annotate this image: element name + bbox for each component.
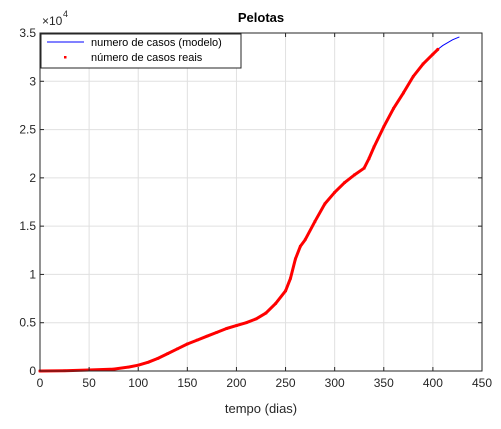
data-point-real bbox=[146, 361, 150, 364]
data-point-real bbox=[205, 334, 209, 338]
data-point-real bbox=[166, 352, 169, 355]
y-tick-label: 2 bbox=[29, 171, 36, 185]
data-point-real bbox=[323, 202, 327, 206]
data-point-real bbox=[225, 327, 228, 330]
data-point-real bbox=[298, 245, 302, 248]
legend-label-model: numero de casos (modelo) bbox=[91, 37, 222, 49]
data-point-real bbox=[176, 347, 179, 351]
data-point-real bbox=[195, 338, 199, 342]
data-point-real bbox=[431, 52, 435, 56]
legend: numero de casos (modelo) número de casos… bbox=[40, 33, 242, 69]
data-point-real bbox=[343, 181, 346, 184]
x-axis-label: tempo (dias) bbox=[225, 401, 297, 416]
x-tick-label: 100 bbox=[128, 376, 148, 390]
x-tick-label: 450 bbox=[472, 376, 492, 390]
data-point-real bbox=[362, 166, 366, 170]
data-point-real bbox=[215, 331, 219, 334]
data-point-real bbox=[421, 62, 425, 66]
grid-lines bbox=[40, 33, 482, 371]
data-point-real bbox=[235, 324, 238, 327]
y-tick-label: 1.5 bbox=[19, 219, 36, 233]
y-tick-label: 3 bbox=[29, 74, 36, 88]
series-layer bbox=[38, 36, 460, 373]
x-tick-label: 400 bbox=[423, 376, 443, 390]
data-point-real bbox=[156, 357, 160, 360]
data-point-real bbox=[382, 125, 386, 128]
data-point-real bbox=[411, 75, 415, 78]
plot-area bbox=[40, 33, 482, 371]
data-point-real bbox=[333, 191, 336, 194]
x-tick-label: 50 bbox=[82, 376, 96, 390]
legend-marker-sample bbox=[64, 56, 67, 59]
x-tick-label: 0 bbox=[37, 376, 44, 390]
data-point-real bbox=[112, 367, 115, 371]
data-point-real bbox=[372, 145, 376, 149]
data-point-real bbox=[254, 317, 258, 321]
data-point-real bbox=[186, 342, 189, 346]
data-point-real bbox=[294, 257, 297, 261]
data-point-real bbox=[436, 48, 440, 51]
data-point-real bbox=[367, 157, 371, 160]
data-point-real bbox=[402, 91, 405, 95]
y-tick-label: 3.5 bbox=[19, 26, 36, 40]
axis-ticks: 0 50 100 150 200 250 300 350 400 450 0 0.5 1 1.5 2 2.5 3… bbox=[19, 26, 492, 390]
data-point-real bbox=[313, 220, 317, 223]
y-tick-label: 2.5 bbox=[19, 123, 36, 137]
data-point-real bbox=[274, 302, 278, 305]
data-point-real bbox=[303, 238, 307, 241]
data-point-real bbox=[353, 173, 356, 177]
plot-frame bbox=[39, 32, 483, 372]
y-tick-label: 1 bbox=[29, 267, 36, 281]
x-tick-label: 150 bbox=[177, 376, 197, 390]
x-tick-label: 200 bbox=[226, 376, 246, 390]
y-tick-label: 0 bbox=[29, 364, 36, 378]
y-tick-label: 0.5 bbox=[19, 316, 36, 330]
x-tick-label: 350 bbox=[374, 376, 394, 390]
chart-title: Pelotas bbox=[238, 10, 284, 25]
data-point-real bbox=[392, 107, 395, 110]
legend-box bbox=[40, 33, 242, 69]
data-point-real bbox=[264, 311, 268, 315]
data-point-real bbox=[284, 289, 287, 293]
y-exponent-power: 4 bbox=[63, 9, 68, 19]
data-point-real bbox=[289, 276, 292, 280]
data-point-real bbox=[127, 365, 130, 369]
x-tick-label: 300 bbox=[325, 376, 345, 390]
y-exponent-base: ×10 bbox=[42, 14, 63, 28]
data-point-real bbox=[244, 321, 248, 325]
legend-label-real: número de casos reais bbox=[91, 52, 203, 64]
x-tick-label: 250 bbox=[276, 376, 296, 390]
data-point-real bbox=[136, 363, 140, 367]
series-trace-real bbox=[38, 47, 440, 373]
